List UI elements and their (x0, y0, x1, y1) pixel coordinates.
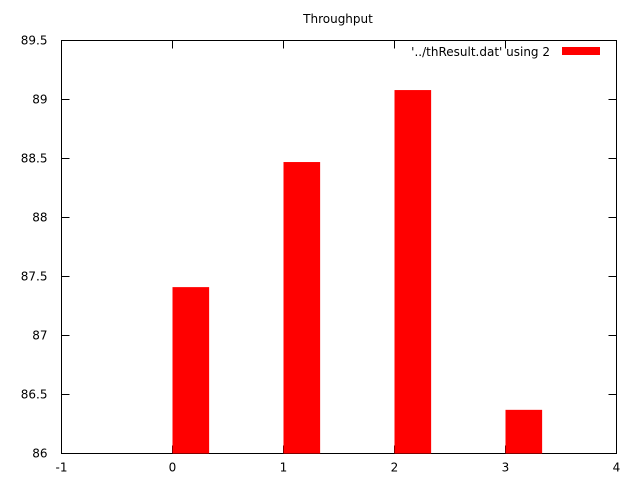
bar (505, 409, 543, 454)
plot-frame (61, 40, 617, 454)
legend-label: '../thResult.dat' using 2 (411, 45, 550, 59)
y-tick-label: 86.5 (21, 388, 48, 402)
bar (394, 90, 432, 454)
x-tick-label: 0 (169, 461, 177, 475)
x-axis: -1 0 1 2 3 4 (56, 40, 621, 475)
bar (172, 287, 210, 454)
legend: '../thResult.dat' using 2 (411, 45, 600, 59)
x-tick-label: 2 (391, 461, 399, 475)
y-tick-label: 87.5 (21, 270, 48, 284)
bar (283, 162, 321, 454)
y-tick-label: 89.5 (21, 34, 48, 48)
y-axis: 86 86.5 87 87.5 88 88.5 89 89.5 (21, 34, 617, 461)
chart-title: Throughput (302, 12, 373, 26)
y-tick-label: 86 (32, 447, 47, 461)
x-tick-label: 4 (613, 461, 621, 475)
y-tick-label: 88 (32, 211, 47, 225)
x-tick-label: 3 (502, 461, 510, 475)
y-tick-label: 89 (32, 93, 47, 107)
x-tick-label: -1 (56, 461, 68, 475)
x-tick-label: 1 (280, 461, 288, 475)
y-tick-label: 88.5 (21, 152, 48, 166)
legend-swatch (562, 47, 600, 55)
bar-series (172, 90, 543, 454)
y-tick-label: 87 (32, 329, 47, 343)
